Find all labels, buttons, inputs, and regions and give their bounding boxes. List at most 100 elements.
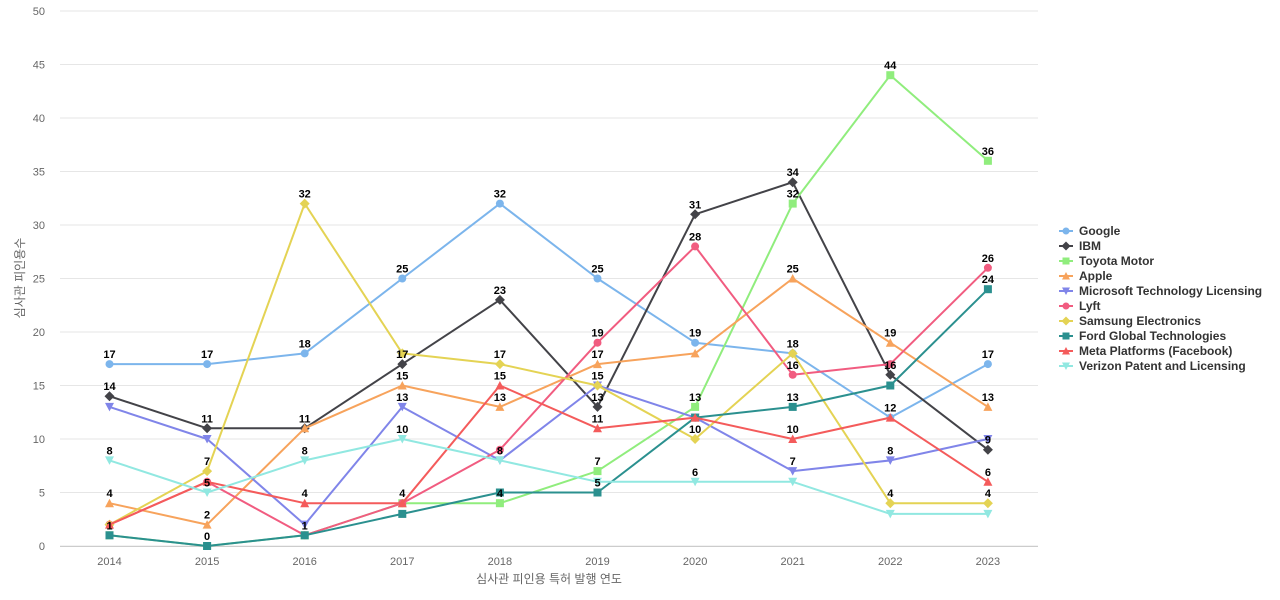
data-point-samsung-electronics[interactable] (299, 198, 310, 209)
data-point-toyota-motor[interactable] (495, 499, 504, 508)
data-point-ibm[interactable] (104, 391, 115, 402)
series-line-samsung-electronics[interactable] (109, 202, 988, 526)
data-point-microsoft-technology-licensing[interactable] (983, 435, 993, 444)
data-point-ford-global-technologies[interactable] (886, 381, 895, 390)
data-point-apple[interactable] (983, 402, 993, 411)
series-line-microsoft-technology-licensing[interactable] (109, 384, 989, 526)
legend-item-ibm[interactable]: IBM (1059, 239, 1101, 253)
data-point-verizon-patent-and-licensing[interactable] (788, 477, 798, 487)
data-point-google[interactable] (105, 360, 114, 369)
data-point-ibm[interactable] (885, 369, 896, 380)
data-point-lyft[interactable] (788, 370, 797, 379)
data-point-meta-platforms-facebook[interactable] (300, 498, 310, 508)
data-point-lyft[interactable] (983, 263, 992, 272)
data-point-ford-global-technologies[interactable] (788, 402, 797, 411)
data-point-meta-platforms-facebook[interactable] (788, 434, 798, 444)
data-point-meta-platforms-facebook[interactable] (593, 423, 602, 433)
series-line-meta-platforms-facebook[interactable] (109, 384, 989, 526)
legend-item-lyft[interactable]: Lyft (1059, 299, 1101, 313)
legend-item-microsoft-technology-licensing[interactable]: Microsoft Technology Licensing (1059, 284, 1262, 298)
data-point-meta-platforms-facebook[interactable] (690, 413, 700, 422)
data-point-samsung-electronics[interactable] (982, 498, 993, 509)
data-point-samsung-electronics[interactable] (885, 498, 896, 509)
series-line-ford-global-technologies[interactable] (109, 288, 989, 547)
data-point-ibm[interactable] (494, 294, 505, 305)
data-point-microsoft-technology-licensing[interactable] (300, 520, 310, 530)
data-point-google[interactable] (593, 274, 602, 283)
legend-item-verizon-patent-and-licensing[interactable]: Verizon Patent and Licensing (1059, 359, 1246, 373)
data-point-verizon-patent-and-licensing[interactable] (105, 456, 114, 465)
data-point-ford-global-technologies[interactable] (495, 488, 504, 497)
data-point-toyota-motor[interactable] (691, 402, 700, 411)
series-line-verizon-patent-and-licensing[interactable] (109, 438, 988, 515)
data-point-verizon-patent-and-licensing[interactable] (690, 477, 700, 487)
data-point-lyft[interactable] (886, 360, 895, 369)
data-point-samsung-electronics[interactable] (494, 359, 505, 370)
data-point-meta-platforms-facebook[interactable] (983, 477, 993, 486)
data-point-toyota-motor[interactable] (593, 467, 602, 476)
data-point-apple[interactable] (397, 381, 407, 390)
data-point-lyft[interactable] (691, 242, 700, 251)
data-point-ford-global-technologies[interactable] (105, 531, 114, 540)
data-point-google[interactable] (691, 338, 700, 347)
data-point-verizon-patent-and-licensing[interactable] (202, 488, 212, 498)
data-point-google[interactable] (203, 360, 212, 369)
data-point-samsung-electronics[interactable] (787, 348, 798, 359)
data-point-google[interactable] (300, 349, 309, 358)
data-point-samsung-electronics[interactable] (592, 380, 603, 391)
data-point-ibm[interactable] (982, 444, 993, 455)
legend-item-toyota-motor[interactable]: Toyota Motor (1059, 254, 1154, 268)
data-point-ibm[interactable] (787, 177, 798, 188)
data-point-samsung-electronics[interactable] (397, 348, 408, 359)
data-point-microsoft-technology-licensing[interactable] (397, 402, 407, 412)
data-point-meta-platforms-facebook[interactable] (202, 477, 212, 486)
data-point-toyota-motor[interactable] (886, 71, 895, 80)
data-point-google[interactable] (983, 360, 992, 369)
data-point-verizon-patent-and-licensing[interactable] (885, 509, 895, 519)
data-point-ford-global-technologies[interactable] (983, 285, 992, 294)
data-point-apple[interactable] (105, 498, 114, 508)
data-point-ibm[interactable] (690, 209, 701, 220)
data-point-lyft[interactable] (495, 445, 504, 454)
data-point-apple[interactable] (885, 338, 895, 347)
data-point-ibm[interactable] (397, 359, 408, 370)
data-point-ford-global-technologies[interactable] (203, 542, 212, 550)
series-line-ibm[interactable] (109, 181, 989, 451)
data-point-meta-platforms-facebook[interactable] (397, 498, 407, 508)
data-point-verizon-patent-and-licensing[interactable] (300, 456, 310, 465)
legend-item-samsung-electronics[interactable]: Samsung Electronics (1059, 314, 1201, 328)
data-point-samsung-electronics[interactable] (690, 434, 701, 444)
data-point-meta-platforms-facebook[interactable] (105, 520, 114, 529)
data-point-microsoft-technology-licensing[interactable] (202, 435, 212, 444)
data-point-google[interactable] (495, 199, 504, 208)
data-point-apple[interactable] (495, 402, 505, 411)
data-point-toyota-motor[interactable] (788, 199, 797, 208)
data-point-verizon-patent-and-licensing[interactable] (397, 435, 407, 444)
legend-item-google[interactable]: Google (1059, 224, 1121, 238)
data-point-microsoft-technology-licensing[interactable] (788, 467, 798, 476)
data-point-lyft[interactable] (593, 338, 602, 347)
data-point-verizon-patent-and-licensing[interactable] (495, 456, 505, 465)
series-line-toyota-motor[interactable] (109, 74, 989, 547)
data-point-apple[interactable] (690, 348, 700, 358)
legend-item-apple[interactable]: Apple (1059, 269, 1113, 283)
data-point-meta-platforms-facebook[interactable] (495, 381, 505, 390)
data-point-verizon-patent-and-licensing[interactable] (593, 477, 602, 487)
data-point-samsung-electronics[interactable] (202, 466, 213, 477)
data-point-apple[interactable] (202, 520, 212, 529)
legend-item-meta-platforms-facebook[interactable]: Meta Platforms (Facebook) (1059, 344, 1232, 358)
data-point-ford-global-technologies[interactable] (398, 509, 407, 518)
data-point-google[interactable] (398, 274, 407, 283)
data-point-ford-global-technologies[interactable] (593, 488, 602, 497)
data-point-ibm[interactable] (592, 401, 603, 412)
data-point-apple[interactable] (593, 359, 602, 369)
series-line-google[interactable] (109, 202, 989, 419)
data-point-meta-platforms-facebook[interactable] (885, 413, 895, 422)
data-point-apple[interactable] (300, 423, 310, 433)
data-point-ibm[interactable] (202, 423, 213, 434)
data-point-verizon-patent-and-licensing[interactable] (983, 509, 993, 519)
data-point-toyota-motor[interactable] (983, 156, 992, 165)
data-point-apple[interactable] (788, 274, 798, 283)
data-point-ford-global-technologies[interactable] (300, 531, 309, 540)
data-point-microsoft-technology-licensing[interactable] (105, 402, 114, 412)
